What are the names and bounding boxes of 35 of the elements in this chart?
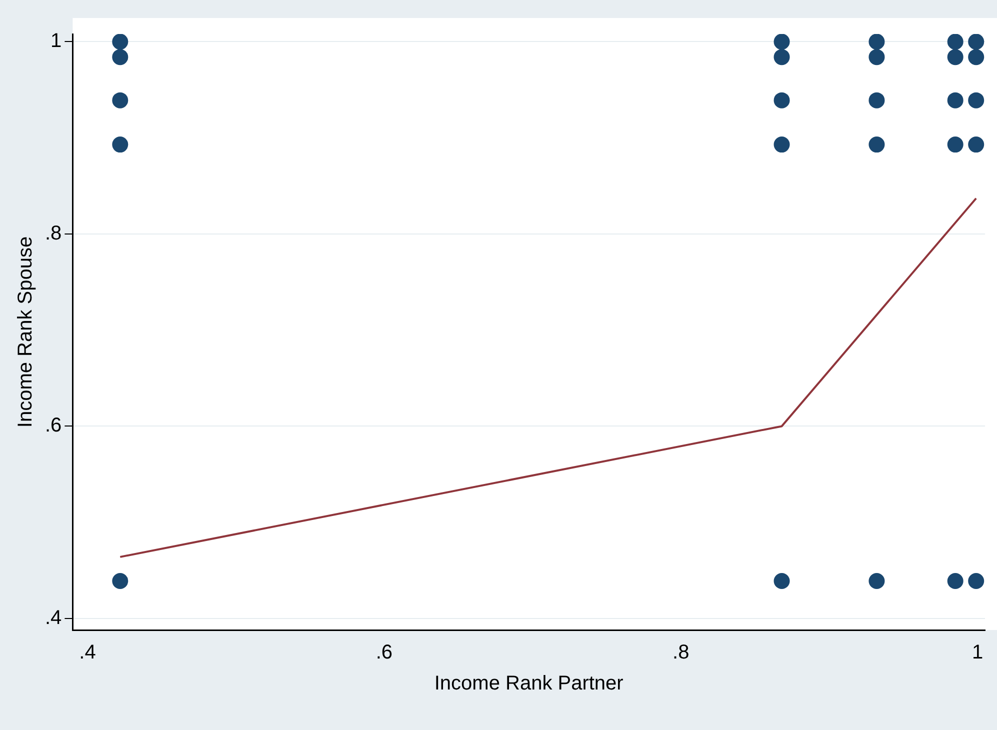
y-tick-label: .6 <box>44 414 62 437</box>
x-tick-label: 1 <box>972 642 984 664</box>
y-tick-label: 1 <box>50 30 62 52</box>
point <box>112 136 128 153</box>
point <box>968 136 984 153</box>
x-tick-label: .8 <box>672 642 690 664</box>
x-tick-label: .6 <box>376 642 393 664</box>
point <box>968 49 984 66</box>
y-tick-label: .4 <box>44 606 62 629</box>
point <box>774 49 790 66</box>
point <box>112 92 128 108</box>
point <box>868 34 885 50</box>
point <box>868 49 885 66</box>
point <box>947 92 964 108</box>
point <box>947 572 964 589</box>
y-tick-label: .8 <box>44 222 62 244</box>
point <box>774 572 790 589</box>
x-axis-title: Income Rank Partner <box>434 672 624 695</box>
point <box>947 49 964 66</box>
point <box>947 136 964 153</box>
point <box>774 136 790 153</box>
point <box>112 34 128 50</box>
y-axis-title: Income Rank Spouse <box>14 236 37 428</box>
x-tick-label: .4 <box>79 642 96 664</box>
point <box>868 572 885 589</box>
point <box>947 34 964 50</box>
point <box>968 34 984 50</box>
point <box>112 572 128 589</box>
point <box>112 49 128 66</box>
point <box>968 572 984 589</box>
point <box>774 34 790 50</box>
point <box>968 92 984 108</box>
point <box>774 92 790 108</box>
point <box>868 92 885 108</box>
point <box>868 136 885 153</box>
